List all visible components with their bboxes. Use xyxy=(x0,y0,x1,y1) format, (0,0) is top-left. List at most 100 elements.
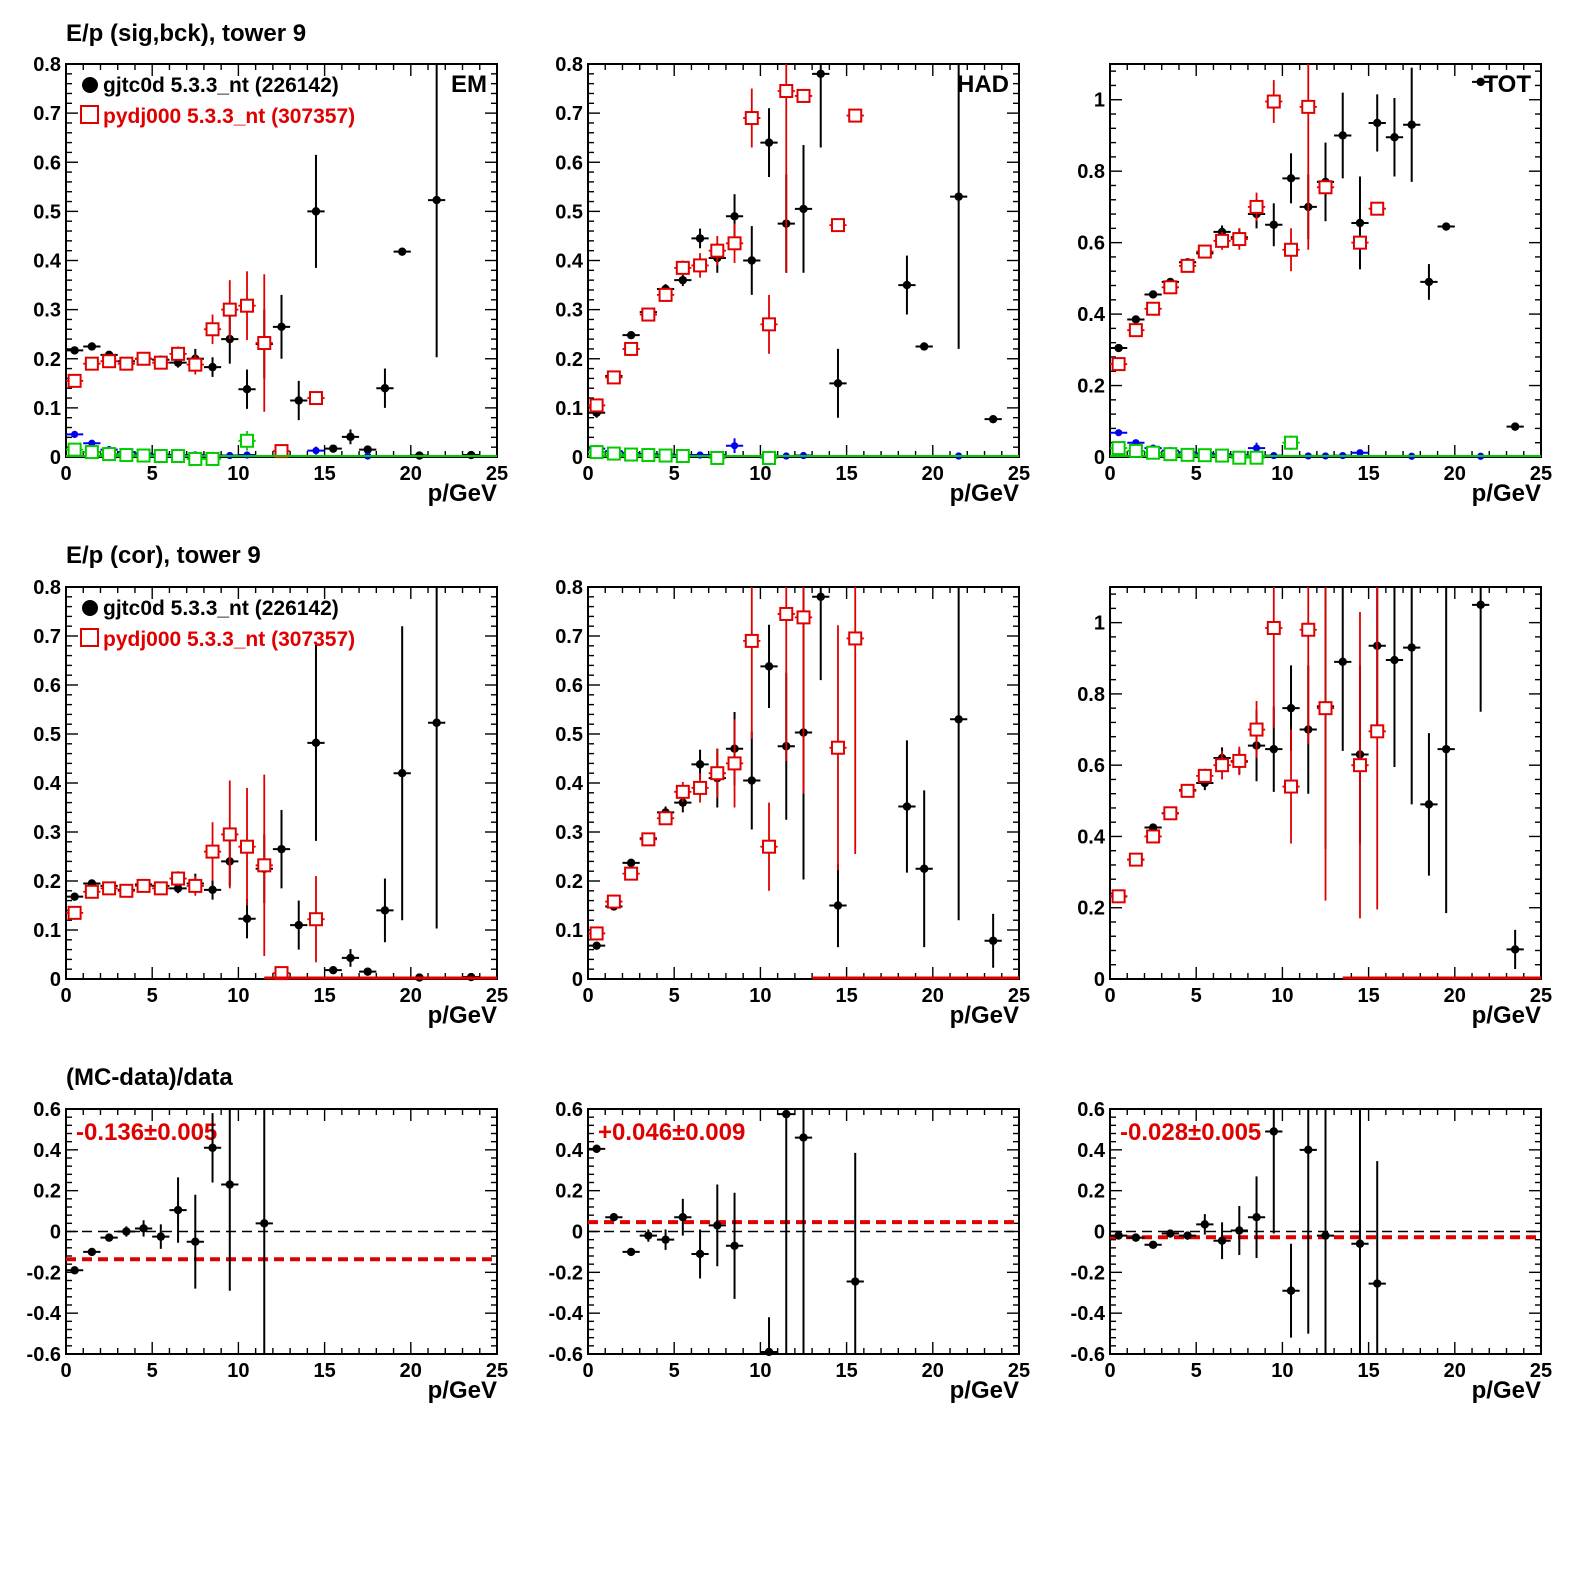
marker-square xyxy=(710,243,725,258)
point-mc xyxy=(1265,587,1283,728)
marker-dot xyxy=(1321,1231,1330,1240)
x-tick-label: 15 xyxy=(313,1360,335,1382)
point-data xyxy=(1265,203,1283,247)
point-data xyxy=(1110,343,1128,353)
marker-dot xyxy=(678,798,688,807)
marker-square xyxy=(727,756,742,771)
marker-dot xyxy=(1166,1229,1175,1238)
x-axis-label: p/GeV xyxy=(1472,480,1541,507)
point-mc xyxy=(674,782,692,802)
y-tick-label: 0.6 xyxy=(33,1099,61,1121)
marker-square xyxy=(848,631,863,646)
marker-dot xyxy=(104,1233,114,1242)
marker-dot xyxy=(851,1277,860,1286)
y-tick-label: 0.2 xyxy=(1077,376,1105,398)
point-mc xyxy=(1127,323,1145,338)
legend: gjtc0d 5.3.3_nt (226142) pydj000 5.3.3_nt… xyxy=(80,74,355,128)
marker-dot xyxy=(1338,131,1347,140)
x-tick-label: 5 xyxy=(669,1360,680,1382)
marker-dot xyxy=(346,953,355,963)
marker-square xyxy=(1232,450,1247,465)
point-green xyxy=(1247,450,1266,465)
marker-square xyxy=(205,322,220,337)
marker-dot xyxy=(1252,1213,1261,1222)
point-data xyxy=(66,892,84,901)
legend-entry-data: gjtc0d 5.3.3_nt (226142) xyxy=(103,597,339,620)
marker-square xyxy=(188,878,203,893)
point-mc xyxy=(100,354,118,369)
point-data xyxy=(915,790,933,948)
marker-square xyxy=(1163,806,1178,821)
point-mc xyxy=(622,341,640,356)
marker-dot xyxy=(1217,1236,1227,1245)
point-mc xyxy=(169,871,187,886)
marker-dot xyxy=(1424,800,1434,809)
marker-square xyxy=(1128,443,1143,458)
x-tick-label: 20 xyxy=(400,985,422,1007)
point-mc xyxy=(117,356,135,371)
marker-dot xyxy=(954,715,963,724)
point-mc xyxy=(725,719,744,808)
marker-dot xyxy=(1252,444,1261,452)
y-tick-label: 0.2 xyxy=(33,1181,61,1203)
point-mc xyxy=(255,274,273,412)
point-green xyxy=(1196,448,1214,463)
point-green xyxy=(66,442,84,457)
panel-ratio-had: 0 5 10 15 20 25 -0.6 -0.4 -0.2 0 0.2 0.4 0.6 p/GeV +0.… xyxy=(549,1099,1031,1404)
point-data xyxy=(307,644,325,841)
y-tick-label: 0.1 xyxy=(33,398,61,420)
marker-dot xyxy=(902,280,912,290)
x-tick-label: 15 xyxy=(1357,463,1379,485)
marker-square xyxy=(1284,435,1299,450)
panel-cor-had: 0 5 10 15 20 25 0 0.1 0.2 0.3 0.4 0.5 0.6 0.7 0.8 p/GeV xyxy=(555,577,1030,1029)
marker-dot xyxy=(432,718,441,727)
y-tick-label: -0.4 xyxy=(549,1303,584,1325)
row-title-sig-bck: E/p (sig,bck), tower 9 xyxy=(66,20,307,47)
marker-square xyxy=(1370,201,1385,216)
marker-dot xyxy=(626,1247,636,1257)
marker-square xyxy=(188,451,203,466)
marker-square xyxy=(762,450,777,465)
y-tick-label: 0.2 xyxy=(555,871,583,893)
x-tick-label: 5 xyxy=(669,985,680,1007)
marker-square xyxy=(1266,94,1281,109)
point-green xyxy=(134,448,153,463)
marker-dot xyxy=(208,1143,217,1152)
marker-square xyxy=(1215,758,1230,773)
marker-square xyxy=(641,448,656,463)
x-tick-label: 10 xyxy=(1271,463,1293,485)
fit-value-label: +0.046±0.009 xyxy=(598,1119,745,1146)
point-green xyxy=(639,448,657,463)
y-tick-label: 0 xyxy=(1094,969,1105,991)
marker-dot xyxy=(816,69,825,79)
marker-dot xyxy=(173,1205,183,1215)
point-mc xyxy=(1247,701,1266,759)
marker-dot xyxy=(833,379,843,388)
y-tick-label: -0.2 xyxy=(1071,1262,1105,1284)
marker-square xyxy=(67,373,82,388)
point-data xyxy=(376,878,394,943)
panel-sig-tot: 0 5 10 15 20 25 0 0.2 0.4 0.6 0.8 1 p/GeV TOT xyxy=(1077,63,1552,507)
point-mc xyxy=(1247,192,1266,222)
marker-dot xyxy=(277,322,286,332)
point-data xyxy=(307,154,325,268)
y-tick-label: 0 xyxy=(50,969,61,991)
point-data xyxy=(1385,97,1404,177)
x-tick-label: 20 xyxy=(1444,463,1466,485)
point-mc xyxy=(203,822,222,881)
marker-dot xyxy=(88,439,96,447)
y-tick-label: 1 xyxy=(1094,613,1105,635)
point-green xyxy=(203,451,222,466)
point-mc xyxy=(829,218,847,233)
marker-dot xyxy=(747,776,756,785)
y-tick-label: 0.4 xyxy=(33,773,62,795)
marker-square xyxy=(658,811,673,826)
point-data xyxy=(950,587,968,921)
marker-square xyxy=(589,926,604,941)
point-data xyxy=(255,1109,273,1354)
panel-corner-label: TOT xyxy=(1483,71,1531,98)
marker-square xyxy=(675,449,690,464)
marker-dot xyxy=(1269,744,1278,754)
point-mc xyxy=(1110,889,1128,904)
x-tick-label: 15 xyxy=(313,463,335,485)
